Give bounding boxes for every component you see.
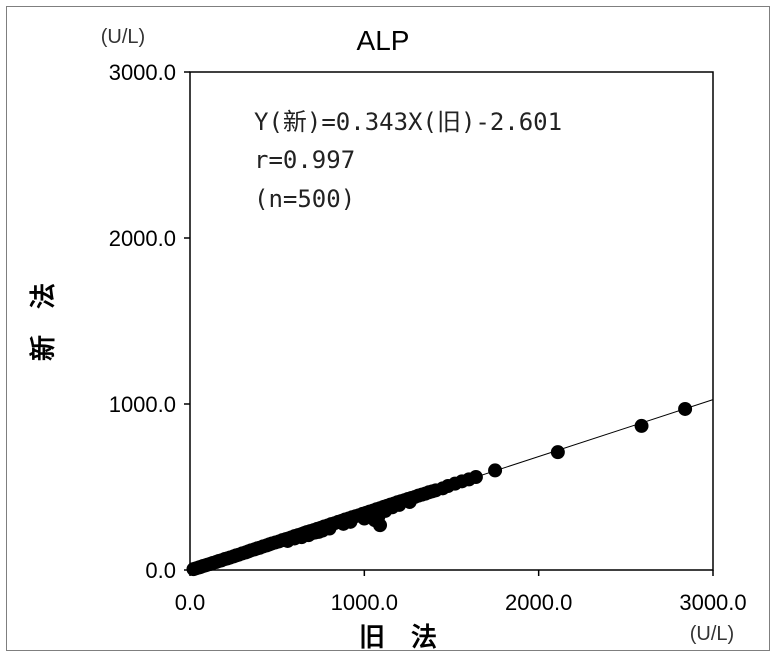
sample-count: (n=500) <box>254 185 355 213</box>
x-unit-label: (U/L) <box>690 623 734 645</box>
data-point <box>550 445 565 460</box>
y-tick-label: 0.0 <box>145 558 176 583</box>
x-tick-label: 2000.0 <box>505 590 572 615</box>
chart-title: ALP <box>357 25 410 56</box>
x-tick-label: 3000.0 <box>679 590 746 615</box>
y-axis-label: 新 法 <box>28 283 59 361</box>
data-point <box>634 418 649 433</box>
data-point <box>678 401 693 416</box>
x-tick-label: 1000.0 <box>331 590 398 615</box>
data-point <box>357 511 372 526</box>
data-point <box>488 463 503 478</box>
y-tick-label: 1000.0 <box>109 392 176 417</box>
y-tick-label: 3000.0 <box>109 60 176 85</box>
data-point <box>343 514 358 529</box>
data-point <box>402 494 417 509</box>
y-unit-label: (U/L) <box>101 26 145 48</box>
data-point <box>468 470 483 485</box>
y-tick-label: 2000.0 <box>109 226 176 251</box>
data-point <box>322 521 337 536</box>
x-axis-label: 旧 法 <box>359 623 437 653</box>
data-point <box>373 518 388 533</box>
correlation-value: r=0.997 <box>254 146 355 174</box>
x-tick-label: 0.0 <box>175 590 206 615</box>
regression-equation: Y(新)=0.343X(旧)-2.601 <box>254 108 562 136</box>
